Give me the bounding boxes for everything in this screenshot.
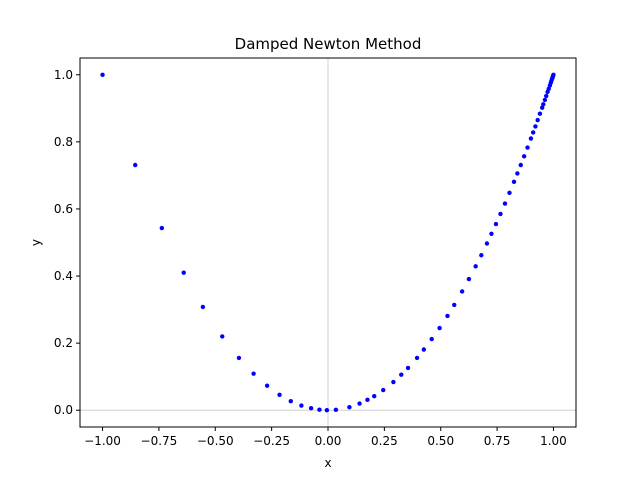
data-point [365, 398, 369, 402]
data-point [399, 372, 403, 376]
x-tick-label: −0.75 [141, 434, 178, 448]
data-point [535, 118, 539, 122]
data-point [220, 334, 224, 338]
data-point [507, 191, 511, 195]
data-point [334, 408, 338, 412]
data-point [309, 406, 313, 410]
data-point [415, 356, 419, 360]
data-point [538, 111, 542, 115]
data-point [541, 102, 545, 106]
data-point [445, 314, 449, 318]
y-tick-label: 0.2 [54, 336, 73, 350]
y-tick-label: 1.0 [54, 68, 73, 82]
x-tick-label: 0.25 [371, 434, 398, 448]
data-point [467, 277, 471, 281]
data-point [503, 201, 507, 205]
data-point [460, 289, 464, 293]
x-tick-label: −0.25 [253, 434, 290, 448]
data-point [544, 94, 548, 98]
data-point [237, 356, 241, 360]
data-point [133, 163, 137, 167]
data-point [543, 98, 547, 102]
data-point [525, 145, 529, 149]
data-point [437, 326, 441, 330]
x-tick-label: −1.00 [84, 434, 121, 448]
data-point [551, 73, 555, 77]
data-point [494, 222, 498, 226]
x-tick-label: 0.00 [315, 434, 342, 448]
data-point [182, 270, 186, 274]
data-point [347, 405, 351, 409]
x-tick-label: 1.00 [540, 434, 567, 448]
data-point [289, 399, 293, 403]
data-point [381, 388, 385, 392]
data-point [100, 73, 104, 77]
data-point [325, 408, 329, 412]
data-point [515, 171, 519, 175]
data-point [512, 180, 516, 184]
chart-title: Damped Newton Method [235, 35, 422, 53]
data-point [519, 163, 523, 167]
data-point [422, 347, 426, 351]
data-point [372, 394, 376, 398]
data-point [452, 303, 456, 307]
data-point [529, 136, 533, 140]
data-point [498, 212, 502, 216]
y-tick-label: 0.0 [54, 403, 73, 417]
data-point [277, 393, 281, 397]
y-tick-label: 0.6 [54, 202, 73, 216]
x-tick-label: 0.50 [427, 434, 454, 448]
y-tick-label: 0.8 [54, 135, 73, 149]
data-point [201, 305, 205, 309]
data-point [479, 253, 483, 257]
data-point [299, 403, 303, 407]
data-point [473, 264, 477, 268]
data-point [391, 380, 395, 384]
data-point [406, 366, 410, 370]
y-tick-label: 0.4 [54, 269, 73, 283]
y-axis-label: y [29, 239, 43, 246]
data-point [265, 384, 269, 388]
data-point [251, 371, 255, 375]
data-point [430, 337, 434, 341]
data-point [317, 408, 321, 412]
data-point [533, 124, 537, 128]
data-point [489, 232, 493, 236]
x-axis-label: x [324, 456, 331, 470]
data-point [160, 226, 164, 230]
data-point [357, 401, 361, 405]
data-point [485, 241, 489, 245]
data-point [522, 154, 526, 158]
x-tick-label: −0.50 [197, 434, 234, 448]
x-tick-label: 0.75 [484, 434, 511, 448]
data-point [531, 130, 535, 134]
